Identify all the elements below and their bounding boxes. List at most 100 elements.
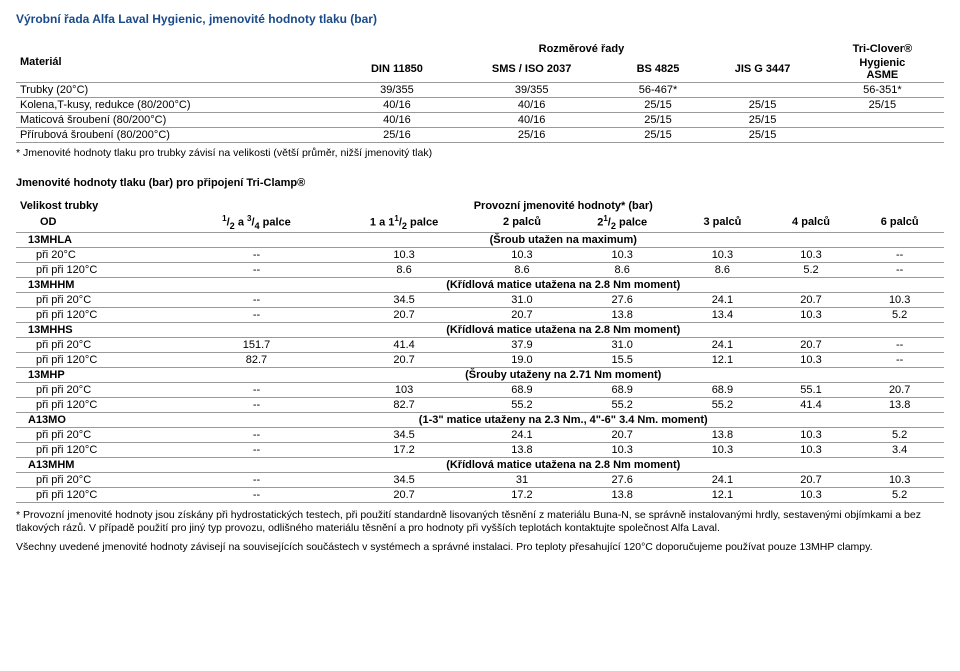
- table-cell: 31.0: [478, 292, 567, 307]
- table-cell: 40/16: [342, 113, 452, 128]
- table-cell: --: [183, 472, 331, 487]
- table-cell: 103: [330, 382, 477, 397]
- table-cell: 40/16: [452, 98, 612, 113]
- table-cell: 10.3: [566, 247, 678, 262]
- table-cell: 31: [478, 472, 567, 487]
- table-cell: 10.3: [566, 442, 678, 457]
- table-cell: 19.0: [478, 352, 567, 367]
- table-cell: 10.3: [855, 292, 944, 307]
- table-cell: 5.2: [855, 487, 944, 502]
- table-cell: --: [855, 262, 944, 277]
- table-cell: 8.6: [566, 262, 678, 277]
- footnote-1: * Provozní jmenovité hodnoty jsou získán…: [16, 509, 944, 535]
- group-name: 13MHHM: [16, 277, 183, 292]
- table-row-label: při při 20°C: [16, 382, 183, 397]
- table-cell: 24.1: [678, 472, 767, 487]
- table-cell: 10.3: [767, 352, 856, 367]
- table-cell: 39/355: [452, 83, 612, 98]
- table-row-label: při při 20°C: [16, 472, 183, 487]
- table-row-label: při při 120°C: [16, 262, 183, 277]
- table-cell: 20.7: [330, 352, 477, 367]
- table-cell: --: [183, 307, 331, 322]
- table-cell: 24.1: [678, 292, 767, 307]
- table-cell: [821, 128, 944, 143]
- table-cell: 20.7: [478, 307, 567, 322]
- table-cell: --: [183, 247, 331, 262]
- table-cell: 3.4: [855, 442, 944, 457]
- table-cell: 10.3: [678, 247, 767, 262]
- table-cell: --: [183, 442, 331, 457]
- pt-col-3: 21/2 palce: [566, 213, 678, 232]
- table-cell: --: [183, 397, 331, 412]
- table-cell: 55.2: [566, 397, 678, 412]
- table-cell: 56-351*: [821, 83, 944, 98]
- top-footnote: * Jmenovité hodnoty tlaku pro trubky záv…: [16, 147, 944, 159]
- table-cell: --: [183, 427, 331, 442]
- group-note: (Křídlová matice utažena na 2.8 Nm momen…: [183, 457, 944, 472]
- pt-col-0: 1/2 a 3/4 palce: [183, 213, 331, 232]
- table-cell: 41.4: [330, 337, 477, 352]
- table-cell: 10.3: [767, 427, 856, 442]
- table-cell: 10.3: [330, 247, 477, 262]
- table-cell: 25/15: [704, 128, 820, 143]
- table-cell: 25/15: [612, 113, 705, 128]
- table-row-label: při při 120°C: [16, 352, 183, 367]
- footnote-2: Všechny uvedené jmenovité hodnoty závise…: [16, 541, 944, 554]
- pt-left2: OD: [16, 213, 183, 232]
- table-cell: 25/15: [612, 128, 705, 143]
- table-row-label: při při 120°C: [16, 487, 183, 502]
- section-header: Rozměrové řady: [342, 42, 821, 56]
- table-row-label: Maticová šroubení (80/200°C): [16, 113, 342, 128]
- table-cell: 17.2: [330, 442, 477, 457]
- table-cell: 13.8: [566, 487, 678, 502]
- pt-col-5: 4 palců: [767, 213, 856, 232]
- sub-title: Jmenovité hodnoty tlaku (bar) pro připoj…: [16, 177, 944, 189]
- pt-col-2: 2 palců: [478, 213, 567, 232]
- table-cell: 10.3: [767, 442, 856, 457]
- group-note: (Křídlová matice utažena na 2.8 Nm momen…: [183, 277, 944, 292]
- table-cell: 20.7: [566, 427, 678, 442]
- table-cell: 31.0: [566, 337, 678, 352]
- top-table: Materiál Rozměrové řady Tri-Clover® DIN …: [16, 42, 944, 143]
- table-cell: 13.8: [855, 397, 944, 412]
- table-cell: --: [183, 262, 331, 277]
- table-cell: 13.8: [566, 307, 678, 322]
- table-row-label: Kolena,T-kusy, redukce (80/200°C): [16, 98, 342, 113]
- table-cell: 5.2: [855, 427, 944, 442]
- pressure-table: Velikost trubky Provozní jmenovité hodno…: [16, 199, 944, 503]
- table-cell: 13.8: [678, 427, 767, 442]
- table-row-label: při při 120°C: [16, 307, 183, 322]
- table-row-label: při 20°C: [16, 247, 183, 262]
- table-cell: 56-467*: [612, 83, 705, 98]
- table-cell: 25/15: [821, 98, 944, 113]
- table-cell: 12.1: [678, 352, 767, 367]
- table-cell: 41.4: [767, 397, 856, 412]
- group-note: (Křídlová matice utažena na 2.8 Nm momen…: [183, 322, 944, 337]
- table-cell: [704, 83, 820, 98]
- group-name: A13MO: [16, 412, 183, 427]
- table-cell: --: [183, 487, 331, 502]
- col-bs: BS 4825: [612, 56, 705, 83]
- table-cell: 40/16: [452, 113, 612, 128]
- table-cell: 10.3: [678, 442, 767, 457]
- table-cell: 12.1: [678, 487, 767, 502]
- table-row-label: při při 120°C: [16, 397, 183, 412]
- table-cell: 20.7: [330, 307, 477, 322]
- table-cell: --: [855, 352, 944, 367]
- table-cell: --: [183, 292, 331, 307]
- pt-col-6: 6 palců: [855, 213, 944, 232]
- col-triclover-l2l3: HygienicASME: [821, 56, 944, 83]
- table-cell: 25/16: [452, 128, 612, 143]
- table-cell: 25/15: [704, 113, 820, 128]
- table-cell: --: [855, 247, 944, 262]
- pt-col-1: 1 a 11/2 palce: [330, 213, 477, 232]
- table-row-label: při při 120°C: [16, 442, 183, 457]
- group-note: (Šroub utažen na maximum): [183, 232, 944, 247]
- table-cell: 20.7: [767, 292, 856, 307]
- table-cell: 20.7: [330, 487, 477, 502]
- table-cell: 24.1: [678, 337, 767, 352]
- pt-col-4: 3 palců: [678, 213, 767, 232]
- table-cell: 37.9: [478, 337, 567, 352]
- table-cell: 27.6: [566, 472, 678, 487]
- table-cell: 34.5: [330, 427, 477, 442]
